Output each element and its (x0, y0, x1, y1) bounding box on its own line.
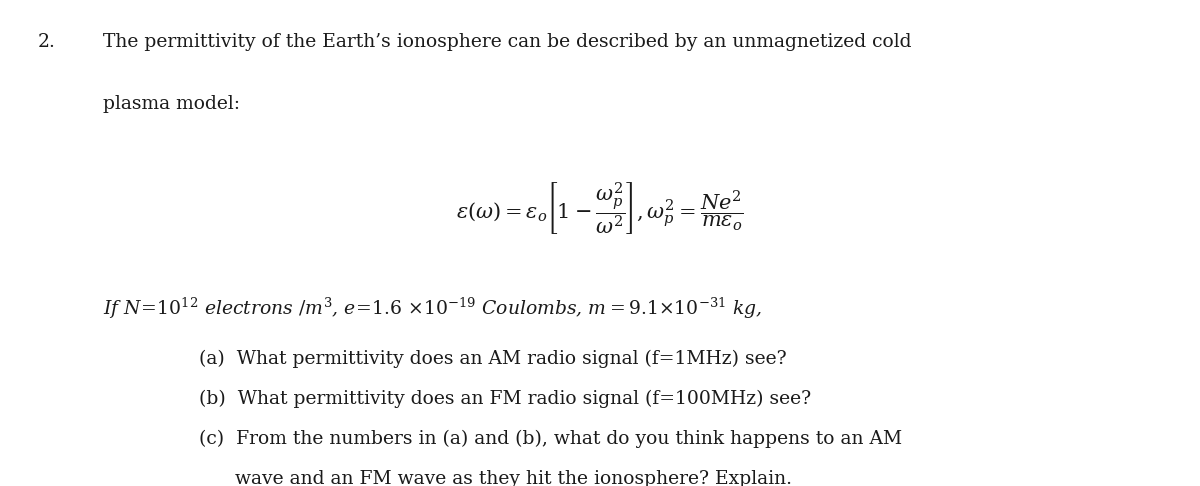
Text: plasma model:: plasma model: (103, 95, 240, 113)
Text: If $N\!=\!10^{12}$ electrons $/m^3$, $e\!=\!1.6\ {\times}10^{-19}$ Coulombs, $m : If $N\!=\!10^{12}$ electrons $/m^3$, $e\… (103, 296, 762, 321)
Text: 2.: 2. (37, 33, 55, 51)
Text: (b)  What permittivity does an FM radio signal (f=100MHz) see?: (b) What permittivity does an FM radio s… (199, 390, 811, 408)
Text: $\varepsilon(\omega) = \varepsilon_o\left[1 - \dfrac{\omega_p^2}{\omega^2}\right: $\varepsilon(\omega) = \varepsilon_o\lef… (456, 180, 744, 236)
Text: (c)  From the numbers in (a) and (b), what do you think happens to an AM: (c) From the numbers in (a) and (b), wha… (199, 430, 902, 448)
Text: wave and an FM wave as they hit the ionosphere? Explain.: wave and an FM wave as they hit the iono… (199, 470, 792, 486)
Text: The permittivity of the Earth’s ionosphere can be described by an unmagnetized c: The permittivity of the Earth’s ionosphe… (103, 33, 912, 51)
Text: (a)  What permittivity does an AM radio signal (f=1MHz) see?: (a) What permittivity does an AM radio s… (199, 349, 786, 368)
